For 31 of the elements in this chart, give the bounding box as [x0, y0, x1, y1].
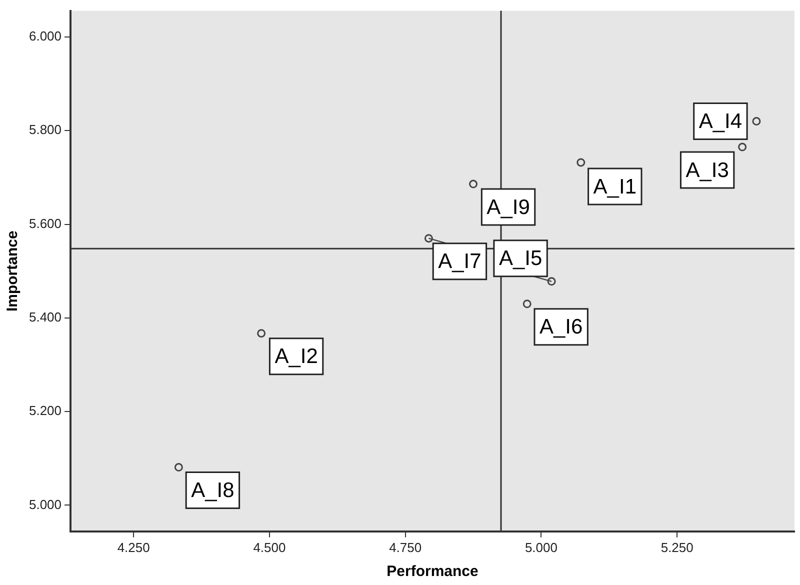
point [576, 158, 586, 167]
data-label: A_I4 [698, 110, 742, 134]
y-tick-label: 5.800 [28, 122, 62, 138]
point [257, 329, 266, 338]
point [738, 142, 747, 152]
y-axis-title: Importance [4, 230, 22, 312]
x-tick-label: 4.500 [253, 540, 286, 555]
x-tick-label: 4.250 [117, 540, 150, 555]
y-tick-label: 6.000 [28, 28, 62, 44]
y-tick-label: 5.000 [28, 496, 62, 512]
y-tick-label: 5.600 [28, 216, 62, 231]
point [547, 277, 556, 286]
y-tick-label: 5.400 [28, 309, 62, 324]
data-label: A_I9 [486, 196, 530, 219]
x-tick-label: 5.000 [524, 540, 558, 555]
point [174, 463, 183, 472]
point [424, 234, 433, 243]
data-label: A_I8 [191, 479, 234, 502]
data-label: A_I6 [539, 316, 583, 339]
x-axis-title: Performance [386, 563, 478, 580]
point [522, 300, 532, 308]
data-label: A_I2 [274, 345, 318, 368]
y-tick-label: 5.200 [28, 403, 62, 418]
x-tick-label: 5.250 [660, 540, 694, 555]
data-label: A_I7 [438, 250, 482, 274]
x-tick-label: 4.750 [389, 540, 422, 555]
data-label: A_I1 [593, 175, 636, 198]
data-label: A_I5 [498, 247, 542, 270]
point [752, 117, 761, 126]
data-label: A_I3 [686, 158, 729, 182]
point [469, 180, 478, 188]
